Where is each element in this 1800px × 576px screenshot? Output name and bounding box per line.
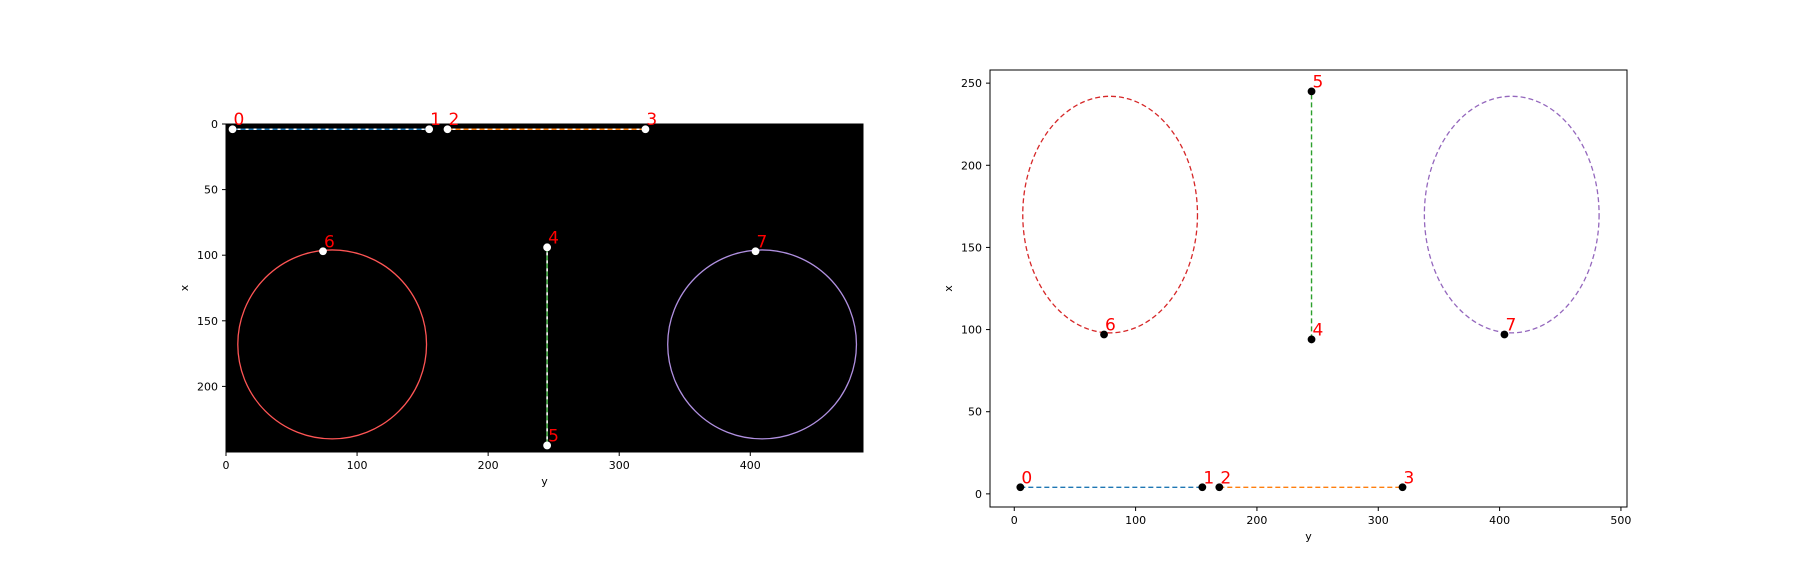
right-x-tick-label: 100 xyxy=(1125,514,1146,527)
left-plot-content xyxy=(232,128,858,446)
right-point-3 xyxy=(1398,483,1407,492)
right-point-6 xyxy=(1100,330,1108,339)
left-point-5 xyxy=(543,441,552,450)
right-x-tick-label: 0 xyxy=(1011,514,1018,527)
right-y-tick-label: 100 xyxy=(961,324,982,337)
right-point-2 xyxy=(1215,483,1224,492)
left-y-axis-label: x xyxy=(178,284,191,291)
left-point-2 xyxy=(443,125,452,134)
left-x-tick-label: 0 xyxy=(223,459,230,472)
left-y-tick-label: 200 xyxy=(197,380,218,393)
left-point-label-3: 3 xyxy=(646,110,657,130)
left-point-label-2: 2 xyxy=(449,110,460,130)
left-point-1 xyxy=(425,125,434,134)
left-circle-0 xyxy=(237,249,428,440)
right-point-label-4: 4 xyxy=(1313,320,1324,340)
right-y-tick-label: 200 xyxy=(961,159,982,172)
left-x-axis-label: y xyxy=(541,475,548,488)
right-plot-content xyxy=(1020,91,1600,488)
left-y-tick-label: 50 xyxy=(204,184,218,197)
right-point-1 xyxy=(1198,483,1207,492)
right-x-tick-label: 200 xyxy=(1246,514,1267,527)
right-point-label-3: 3 xyxy=(1404,468,1415,488)
left-point-label-5: 5 xyxy=(548,426,559,446)
right-x-tick-label: 300 xyxy=(1368,514,1389,527)
left-x-tick-label: 300 xyxy=(609,459,630,472)
left-x-tick-label: 100 xyxy=(347,459,368,472)
right-point-label-2: 2 xyxy=(1220,468,1231,488)
left-point-label-7: 7 xyxy=(757,232,768,252)
left-y-tick-label: 100 xyxy=(197,249,218,262)
right-y-axis-label: x xyxy=(942,285,955,292)
left-y-tick-label: 0 xyxy=(211,118,218,131)
right-point-7 xyxy=(1500,330,1509,339)
right-point-label-1: 1 xyxy=(1203,468,1214,488)
left-plot-area xyxy=(225,123,864,453)
left-point-7 xyxy=(751,247,760,256)
left-point-4 xyxy=(543,243,552,252)
left-circle-1 xyxy=(667,249,858,440)
right-point-4 xyxy=(1307,335,1316,344)
left-point-label-0: 0 xyxy=(234,110,245,130)
right-plot-area xyxy=(989,69,1628,508)
left-point-label-1: 1 xyxy=(430,110,441,130)
right-x-tick-label: 400 xyxy=(1489,514,1510,527)
left-point-label-6: 6 xyxy=(324,232,335,252)
right-point-0 xyxy=(1016,483,1025,492)
left-point-0 xyxy=(228,125,237,134)
left-point-6 xyxy=(319,247,327,256)
right-ellipse-0 xyxy=(1022,95,1199,334)
right-y-tick-label: 50 xyxy=(968,406,982,419)
right-x-tick-label: 500 xyxy=(1610,514,1631,527)
left-image-panel: 0 100 200 300 400 0 50 100 150 200 y x 0 1 2 3 4 5 6 7 xyxy=(178,110,864,488)
right-point-label-0: 0 xyxy=(1021,468,1032,488)
left-y-tick-label: 150 xyxy=(197,315,218,328)
right-point-label-5: 5 xyxy=(1313,72,1324,92)
left-x-tick-label: 200 xyxy=(478,459,499,472)
right-ellipse-1 xyxy=(1423,95,1600,334)
left-point-label-4: 4 xyxy=(548,228,559,248)
right-y-tick-label: 150 xyxy=(961,241,982,254)
right-point-label-7: 7 xyxy=(1505,316,1516,336)
right-x-axis-label: y xyxy=(1305,530,1312,543)
right-point-5 xyxy=(1307,87,1316,96)
right-point-label-6: 6 xyxy=(1105,316,1116,336)
right-y-tick-label: 0 xyxy=(975,488,982,501)
left-x-tick-label: 400 xyxy=(740,459,761,472)
right-plot-panel: 0 100 200 300 400 500 0 50 100 150 200 250 y x 0 1 2 3 4 5 6… xyxy=(942,69,1631,543)
left-point-3 xyxy=(641,125,650,134)
right-y-tick-label: 250 xyxy=(961,77,982,90)
